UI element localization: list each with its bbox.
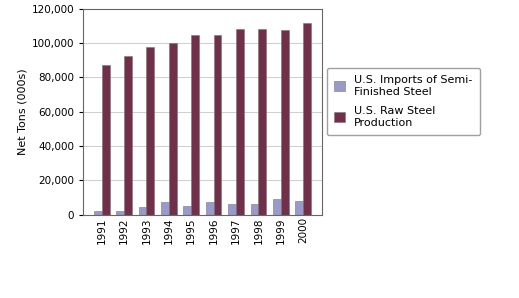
- Bar: [146, 47, 154, 215]
- Y-axis label: Net Tons (000s): Net Tons (000s): [17, 69, 27, 155]
- Bar: [124, 56, 132, 215]
- Bar: [251, 204, 258, 215]
- Bar: [214, 35, 222, 215]
- Bar: [139, 207, 146, 215]
- Bar: [169, 43, 176, 215]
- Bar: [258, 29, 266, 215]
- Bar: [191, 35, 199, 215]
- Bar: [116, 211, 124, 215]
- Bar: [161, 202, 169, 215]
- Bar: [236, 29, 244, 215]
- Bar: [183, 206, 191, 215]
- Bar: [281, 30, 289, 215]
- Legend: U.S. Imports of Semi-
Finished Steel, U.S. Raw Steel
Production: U.S. Imports of Semi- Finished Steel, U.…: [326, 68, 481, 135]
- Bar: [303, 23, 311, 215]
- Bar: [228, 204, 236, 215]
- Bar: [295, 201, 303, 215]
- Bar: [102, 65, 110, 215]
- Bar: [273, 199, 281, 215]
- Bar: [94, 211, 102, 215]
- Bar: [206, 202, 214, 215]
